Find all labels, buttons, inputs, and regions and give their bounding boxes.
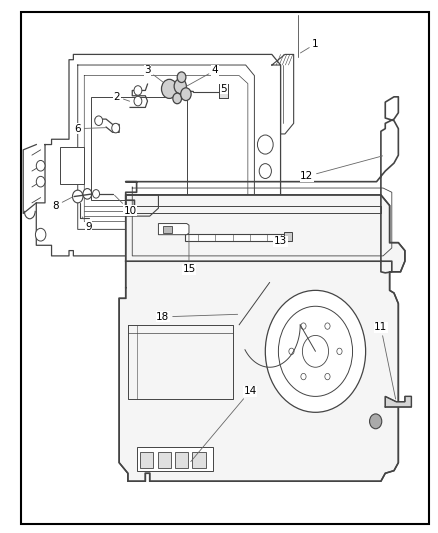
Polygon shape [119,195,404,481]
Circle shape [300,374,305,380]
Circle shape [300,323,305,329]
Circle shape [161,79,177,99]
Circle shape [173,93,181,104]
Text: 4: 4 [187,66,218,86]
Bar [192,452,205,468]
Text: 1: 1 [300,39,318,53]
Text: 11: 11 [374,322,395,399]
Circle shape [288,348,293,354]
Text: 13: 13 [273,236,286,246]
Text: 14: 14 [191,386,256,462]
Circle shape [35,228,46,241]
Circle shape [112,123,119,133]
Text: 18: 18 [156,312,237,322]
Bar [60,147,84,184]
Bar [283,232,291,240]
Circle shape [92,190,99,198]
Text: 9: 9 [82,217,92,232]
Circle shape [83,189,92,199]
Circle shape [36,176,45,187]
Text: 12: 12 [300,156,381,181]
Circle shape [36,160,45,171]
Bar [175,452,187,468]
Circle shape [72,190,83,203]
Polygon shape [158,223,188,235]
Bar [162,225,172,233]
Circle shape [324,374,329,380]
Text: 5: 5 [220,84,226,94]
Text: 6: 6 [74,124,105,134]
Circle shape [134,86,141,95]
Bar [140,452,153,468]
Text: 8: 8 [53,197,73,211]
Circle shape [134,96,141,106]
Circle shape [336,348,341,354]
Circle shape [302,335,328,367]
Circle shape [324,323,329,329]
Circle shape [278,306,352,397]
Circle shape [95,116,102,125]
Circle shape [180,88,191,101]
Circle shape [258,164,271,179]
Circle shape [265,290,365,413]
Polygon shape [184,233,289,241]
Circle shape [369,414,381,429]
Bar [157,452,170,468]
Polygon shape [219,84,228,99]
Text: 3: 3 [144,66,162,82]
Text: 2: 2 [113,92,129,102]
Text: 10: 10 [114,195,136,216]
Circle shape [257,135,272,154]
Text: 15: 15 [182,235,195,274]
Circle shape [174,79,186,94]
Bar [136,447,212,471]
Bar [91,97,186,200]
Polygon shape [385,397,410,407]
Circle shape [177,72,185,83]
